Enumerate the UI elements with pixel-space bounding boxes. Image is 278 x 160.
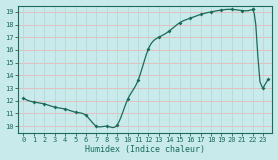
Point	[53, 106, 57, 108]
Point	[209, 11, 213, 13]
Point	[188, 17, 192, 20]
X-axis label: Humidex (Indice chaleur): Humidex (Indice chaleur)	[85, 145, 205, 154]
Point	[250, 8, 255, 11]
Point	[94, 125, 99, 127]
Point	[250, 8, 255, 11]
Point	[105, 125, 109, 127]
Point	[21, 97, 26, 100]
Point	[73, 111, 78, 113]
Point	[125, 98, 130, 101]
Point	[42, 103, 46, 105]
Point	[240, 9, 244, 12]
Point	[32, 101, 36, 103]
Point	[266, 78, 270, 80]
Point	[63, 108, 67, 110]
Point	[230, 8, 234, 11]
Point	[167, 30, 172, 32]
Point	[84, 114, 88, 117]
Point	[136, 79, 140, 82]
Point	[146, 47, 151, 50]
Point	[115, 124, 120, 126]
Point	[219, 9, 224, 11]
Point	[157, 36, 161, 39]
Point	[177, 21, 182, 24]
Point	[261, 87, 265, 89]
Point	[198, 13, 203, 16]
